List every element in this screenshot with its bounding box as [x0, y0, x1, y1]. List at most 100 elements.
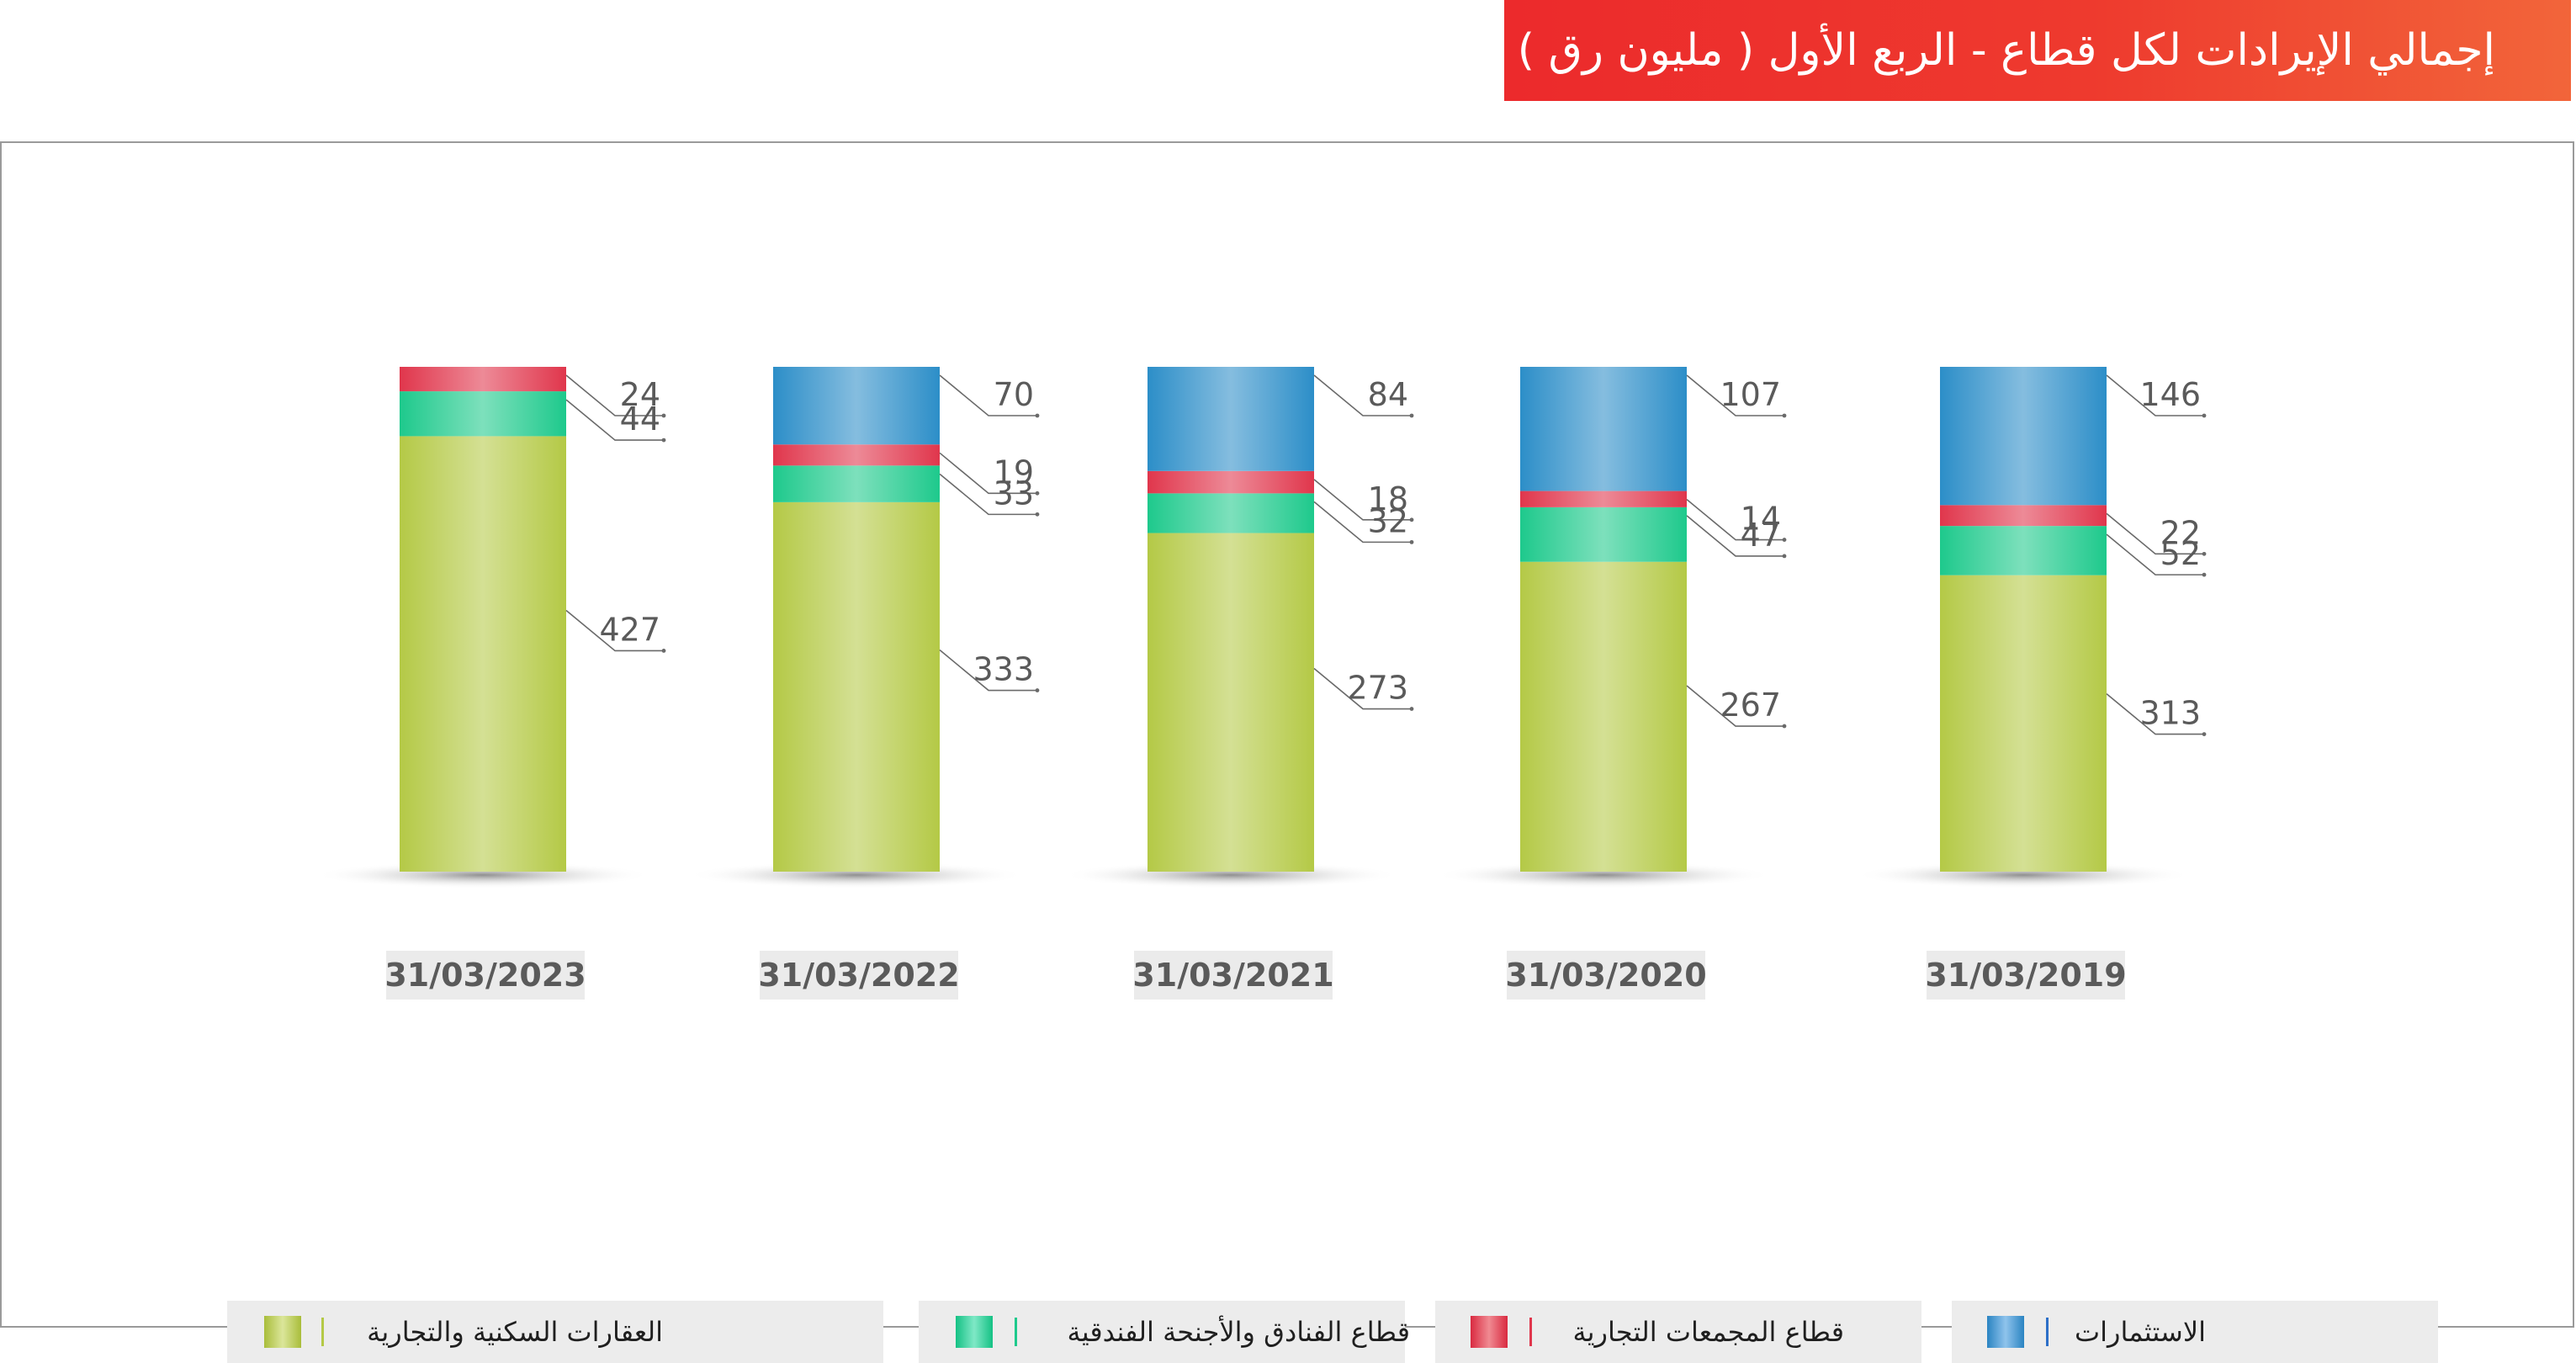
chart-frame: 427 44 24 333 33 19 70 273 32 18 84 267 47 14 107 313 52… [0, 141, 2574, 1363]
value-label: 70 [994, 376, 1034, 413]
title-banner: إجمالي الإيرادات لكل قطاع - الربع الأول … [1504, 0, 2571, 101]
leader-line [2106, 533, 2204, 575]
leader-dot [1409, 517, 1414, 522]
bar-segment-31-03-2019-s2 [1940, 505, 2107, 527]
bar-segment-31-03-2022-s1 [773, 465, 940, 502]
value-label: 427 [599, 611, 660, 648]
legend-item-malls: قطاع المجمعات التجارية [1435, 1301, 1921, 1363]
leader-line [565, 399, 664, 441]
leader-line [1686, 685, 1784, 727]
leader-dot [2202, 732, 2207, 736]
leader-dot [1035, 491, 1040, 496]
leader-dot [1409, 539, 1414, 544]
date-label: 31/03/2023 [384, 957, 586, 994]
leader-dot [661, 438, 666, 443]
bar-shadow [1063, 862, 1399, 888]
bar-shadow [1855, 862, 2192, 888]
bar-segment-31-03-2019-s3 [1940, 367, 2107, 506]
value-label: 84 [1368, 376, 1408, 413]
bar-shadow [1435, 862, 1772, 888]
date-label-bg [386, 951, 585, 1000]
leader-line [1313, 374, 1412, 416]
leader-line [2106, 374, 2204, 416]
bar-segment-31-03-2023-s1 [400, 391, 566, 437]
bar-segment-31-03-2021-s1 [1148, 493, 1314, 533]
leader-line [1313, 667, 1412, 710]
bar-segment-31-03-2022-s2 [773, 444, 940, 466]
bar-segment-31-03-2019-s0 [1940, 575, 2107, 872]
date-label: 31/03/2022 [758, 957, 959, 994]
leader-dot [1035, 413, 1040, 418]
date-label-bg [1507, 951, 1705, 1000]
bar-segment-31-03-2020-s2 [1520, 491, 1687, 507]
leader-dot [661, 649, 666, 653]
bar-segment-31-03-2021-s2 [1148, 470, 1314, 494]
leader-dot [2202, 551, 2207, 556]
leader-line [939, 473, 1037, 516]
bar-segment-31-03-2020-s3 [1520, 367, 1687, 491]
legend-item-investments: الاستثمارات [1952, 1301, 2438, 1363]
plot-area: 4274424333331970273321884267471410731352… [315, 367, 2207, 1000]
value-label: 18 [1368, 480, 1408, 517]
value-label: 313 [2139, 695, 2201, 732]
legend-label: الاستثمارات [2075, 1316, 2206, 1348]
date-label: 31/03/2020 [1505, 957, 1706, 994]
leader-line [1313, 479, 1412, 521]
value-label: 19 [994, 453, 1034, 491]
legend-item-hotels: قطاع الفنادق والأجنحة الفندقية [919, 1301, 1410, 1363]
value-label: 44 [620, 400, 660, 438]
date-label-bg [1927, 951, 2125, 1000]
value-label: 32 [1368, 502, 1408, 539]
bar-segment-31-03-2020-s1 [1520, 506, 1687, 562]
leader-line [1313, 501, 1412, 544]
value-label: 107 [1720, 376, 1781, 413]
bar-segment-31-03-2020-s0 [1520, 561, 1687, 872]
value-label: 273 [1347, 670, 1408, 707]
bar-segment-31-03-2022-s0 [773, 501, 940, 872]
legend-swatch-red [1471, 1316, 1508, 1348]
value-label: 146 [2139, 376, 2201, 413]
date-label-bg [1134, 951, 1333, 1000]
bar-segment-31-03-2021-s0 [1148, 533, 1314, 872]
bar-segment-31-03-2023-s0 [400, 436, 566, 872]
legend-swatch-blue [1987, 1316, 2024, 1348]
leader-dot [1782, 538, 1787, 542]
value-label: 22 [2160, 514, 2201, 551]
leader-line [2106, 512, 2204, 555]
leader-line [1686, 498, 1784, 541]
date-label: 31/03/2019 [1925, 957, 2126, 994]
leader-line [565, 374, 664, 416]
leader-line [2106, 692, 2204, 735]
legend-divider [321, 1318, 324, 1346]
date-label-bg [760, 951, 958, 1000]
legend-label: قطاع الفنادق والأجنحة الفندقية [1067, 1316, 1410, 1348]
chart-title: إجمالي الإيرادات لكل قطاع - الربع الأول … [1517, 25, 2495, 76]
leader-line [939, 452, 1037, 495]
leader-dot [1782, 724, 1787, 729]
leader-dot [1409, 707, 1414, 711]
value-label: 14 [1741, 501, 1781, 538]
value-label: 267 [1720, 687, 1781, 724]
legend-divider [2046, 1318, 2049, 1346]
leader-line [565, 609, 664, 652]
leader-dot [1409, 413, 1414, 418]
legend-swatch-teal [956, 1316, 993, 1348]
value-label: 33 [994, 475, 1034, 512]
bar-shadow [315, 862, 651, 888]
legend-divider [1529, 1318, 1532, 1346]
value-label: 333 [973, 651, 1034, 688]
leader-dot [661, 413, 666, 418]
legend-item-residential-commercial: العقارات السكنية والتجارية [227, 1301, 883, 1363]
leader-line [1686, 515, 1784, 557]
bar-shadow [688, 862, 1025, 888]
value-label: 47 [1741, 517, 1781, 554]
legend-label: قطاع المجمعات التجارية [1572, 1316, 1844, 1348]
leader-dot [2202, 413, 2207, 418]
leader-line [939, 649, 1037, 692]
value-label: 24 [620, 376, 660, 413]
leader-dot [1035, 512, 1040, 517]
value-label: 52 [2160, 535, 2201, 572]
leader-dot [1035, 688, 1040, 692]
legend-label: العقارات السكنية والتجارية [367, 1316, 663, 1348]
leader-dot [1782, 554, 1787, 559]
